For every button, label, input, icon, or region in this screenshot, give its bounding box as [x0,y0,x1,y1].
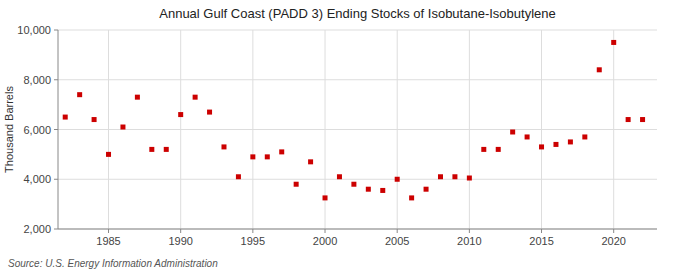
x-grid-line [469,30,470,229]
x-tick-label: 2020 [601,235,625,247]
x-grid-line [397,30,398,229]
point [279,149,284,154]
point [568,139,573,144]
point [337,174,342,179]
y-axis-line [58,30,59,229]
point [294,182,299,187]
y-tick-label: 10,000 [17,24,51,36]
point [582,134,587,139]
x-tick-label: 1995 [241,235,265,247]
point [481,147,486,152]
point [626,117,631,122]
x-tick-label: 1990 [168,235,192,247]
point [308,159,313,164]
point [236,174,241,179]
x-tick-label: 2000 [313,235,337,247]
x-tick [397,229,398,233]
y-tick [54,30,58,31]
x-grid-line [180,30,181,229]
point [77,92,82,97]
point [424,187,429,192]
x-axis-line [58,229,657,230]
x-grid-line [541,30,542,229]
axes: 2,000 4,000 6,000 8,000 10,000 1985 1990 1995 20… [17,24,657,247]
grid [58,30,657,229]
point [510,129,515,134]
point [553,142,558,147]
y-tick [54,179,58,180]
point [611,40,616,45]
annotation: Source: U.S. Energy Information Administ… [8,258,218,269]
point [597,67,602,72]
y-grid-line [58,79,657,80]
y-tick [54,229,58,230]
point [164,147,169,152]
point [135,95,140,100]
x-tick [180,229,181,233]
x-grid-line [108,30,109,229]
y-tick-label: 8,000 [23,74,51,86]
x-tick-label: 2005 [385,235,409,247]
point [92,117,97,122]
y-tick-label: 2,000 [23,223,51,235]
y-axis-label: Thousand Barrels [3,86,15,173]
point [467,176,472,181]
point [395,177,400,182]
x-tick-label: 1985 [96,235,120,247]
point [496,147,501,152]
point [265,154,270,159]
y-tick-label: 4,000 [23,173,51,185]
point [207,110,212,115]
x-tick [469,229,470,233]
chart-container: 2,000 4,000 6,000 8,000 10,000 1985 1990 1995 20… [0,0,675,275]
x-tick [541,229,542,233]
point [149,147,154,152]
point [351,182,356,187]
x-tick-label: 2010 [457,235,481,247]
y-grid-line [58,129,657,130]
point [63,115,68,120]
point [438,174,443,179]
y-grid-line [58,229,657,230]
point [193,95,198,100]
point [120,125,125,130]
chart-title: Annual Gulf Coast (PADD 3) Ending Stocks… [159,6,555,21]
chart-svg: 2,000 4,000 6,000 8,000 10,000 1985 1990 1995 20… [0,0,675,275]
point [323,195,328,200]
x-tick-label: 2015 [529,235,553,247]
y-grid-line [58,179,657,180]
point [525,134,530,139]
x-tick [325,229,326,233]
point [640,117,645,122]
point [409,195,414,200]
point [250,154,255,159]
points [63,40,645,200]
point [106,152,111,157]
y-tick-label: 6,000 [23,124,51,136]
point [539,144,544,149]
y-grid-line [58,30,657,31]
point [221,144,226,149]
y-tick [54,129,58,130]
point [366,187,371,192]
y-tick [54,79,58,80]
x-tick [108,229,109,233]
x-grid-line [613,30,614,229]
point [380,188,385,193]
point [452,174,457,179]
x-tick [252,229,253,233]
point [178,112,183,117]
x-tick [613,229,614,233]
x-grid-line [252,30,253,229]
